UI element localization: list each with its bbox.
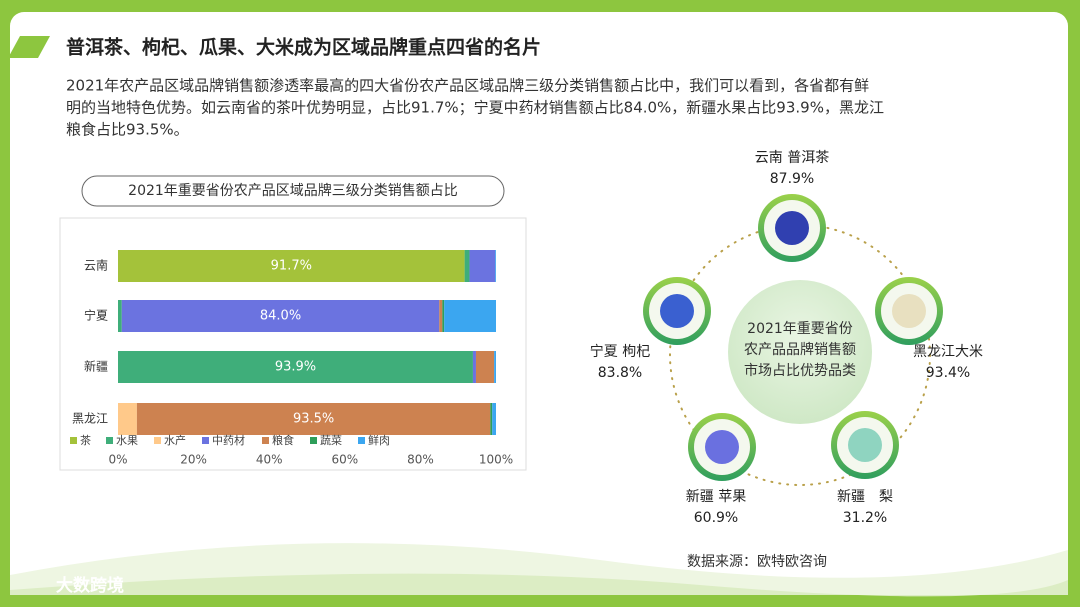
title-icon: [8, 36, 50, 58]
legend-swatch: [358, 437, 365, 444]
bar-segment: [439, 300, 443, 332]
wave: [10, 573, 1068, 597]
chart-title-pill: [81, 175, 505, 207]
bar-segment: [444, 300, 496, 332]
legend-label: 水果: [116, 434, 138, 447]
node-label: 新疆 梨: [837, 489, 893, 505]
bar-segment: [118, 250, 465, 282]
center-text: 市场占比优势品类: [744, 362, 856, 379]
orbit: [669, 224, 931, 486]
bar-segment: [475, 351, 495, 383]
legend-swatch: [154, 437, 161, 444]
node-icon: [848, 428, 882, 462]
legend-label: 水产: [164, 433, 186, 447]
node-icon: [892, 294, 926, 328]
y-tick-label: 黑龙江: [72, 412, 108, 426]
node-value: 31.2%: [843, 510, 887, 526]
data-label: 91.7%: [271, 259, 312, 274]
legend-swatch: [202, 437, 209, 444]
node-value: 93.4%: [926, 365, 970, 381]
x-tick-label: 40%: [256, 453, 283, 467]
y-tick-label: 宁夏: [84, 308, 108, 323]
center-circle: [728, 280, 872, 424]
node-icon: [775, 211, 809, 245]
node-value: 60.9%: [694, 510, 738, 526]
node-icon: [705, 430, 739, 464]
paragraph-line: 粮食占比93.5%。: [66, 121, 189, 139]
chart-title: 2021年重要省份农产品区域品牌三级分类销售额占比: [128, 182, 458, 199]
x-tick-label: 0%: [108, 453, 127, 467]
x-tick-label: 80%: [407, 453, 434, 467]
legend-label: 茶: [80, 434, 91, 447]
bar-segment: [118, 300, 122, 332]
bar-segment: [495, 250, 496, 282]
legend-swatch: [106, 437, 113, 444]
x-tick-label: 20%: [180, 453, 207, 467]
x-tick-label: 60%: [331, 453, 358, 467]
x-tick-label: 100%: [479, 453, 513, 467]
y-tick-label: 新疆: [84, 359, 108, 374]
legend-label: 蔬菜: [320, 434, 342, 447]
title: 普洱茶、枸杞、瓜果、大米成为区域品牌重点四省的名片: [66, 36, 541, 59]
bar-segment: [490, 403, 493, 435]
plot-frame: [59, 217, 527, 471]
bar-segment: [464, 250, 470, 282]
paragraph-line: 明的当地特色优势。如云南省的茶叶优势明显，占比91.7%；宁夏中药材销售额占比8…: [66, 99, 884, 117]
data-label: 93.9%: [275, 360, 316, 375]
node-label: 新疆 苹果: [686, 489, 746, 505]
center-text: 2021年重要省份: [747, 321, 853, 337]
bar-segment: [118, 351, 473, 383]
panel: [10, 12, 1068, 595]
bar-segment: [494, 351, 496, 383]
legend-label: 鲜肉: [368, 433, 390, 447]
legend-swatch: [70, 437, 77, 444]
node-value: 83.8%: [598, 365, 642, 381]
node-icon: [660, 294, 694, 328]
legend-swatch: [310, 437, 317, 444]
node-label: 黑龙江大米: [913, 344, 983, 360]
data-label: 93.5%: [293, 412, 334, 427]
node-label: 云南 普洱茶: [755, 150, 829, 166]
center-text: 农产品品牌销售额: [744, 341, 856, 358]
bar-segment: [469, 250, 496, 282]
legend-label: 中药材: [212, 433, 245, 447]
source: 数据来源：欧特欧咨询: [687, 554, 827, 570]
data-label: 84.0%: [260, 309, 301, 324]
node-label: 宁夏 枸杞: [590, 343, 650, 360]
bar-segment: [472, 351, 476, 383]
node-value: 87.9%: [770, 171, 814, 187]
logo: 大数跨境: [56, 575, 124, 596]
y-tick-label: 云南: [84, 258, 108, 273]
legend-swatch: [262, 437, 269, 444]
bar-segment: [118, 403, 137, 435]
paragraph-line: 2021年农产品区域品牌销售额渗透率最高的四大省份农产品区域品牌三级分类销售额占…: [66, 77, 869, 95]
bar-segment: [442, 300, 445, 332]
bar-segment: [136, 403, 491, 435]
bar-segment: [492, 403, 496, 435]
legend-label: 粮食: [272, 433, 294, 447]
bar-segment: [121, 300, 440, 332]
